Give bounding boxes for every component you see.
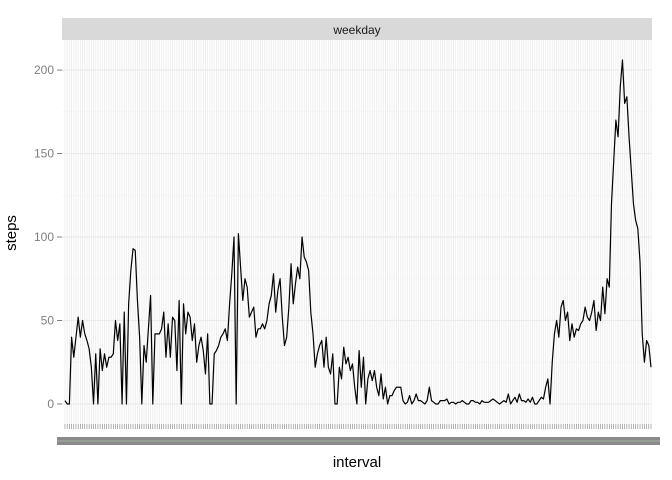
x-axis	[57, 424, 660, 445]
facet-strip-label: weekday	[332, 23, 380, 37]
x-axis-title: interval	[333, 454, 381, 471]
y-axis-title: steps	[3, 215, 20, 251]
facet-strip-background	[62, 18, 652, 40]
x-axis-tick-labels-overlap-highlight	[57, 440, 660, 442]
horizontal-gridlines	[62, 69, 652, 405]
series-line	[64, 59, 652, 405]
facet-strip: weekday	[62, 18, 652, 40]
y-axis-tick-label: 0	[47, 397, 54, 411]
y-axis-tick-label: 150	[34, 147, 54, 161]
plot-panel	[62, 40, 652, 424]
y-axis-tick-label: 200	[34, 63, 54, 77]
vertical-gridlines	[64, 40, 652, 424]
y-axis-tick-label: 50	[41, 313, 55, 327]
y-axis-tick-label: 100	[34, 230, 54, 244]
x-axis-ticks	[64, 424, 652, 429]
y-axis: 0 50 100 150 200	[34, 63, 62, 411]
